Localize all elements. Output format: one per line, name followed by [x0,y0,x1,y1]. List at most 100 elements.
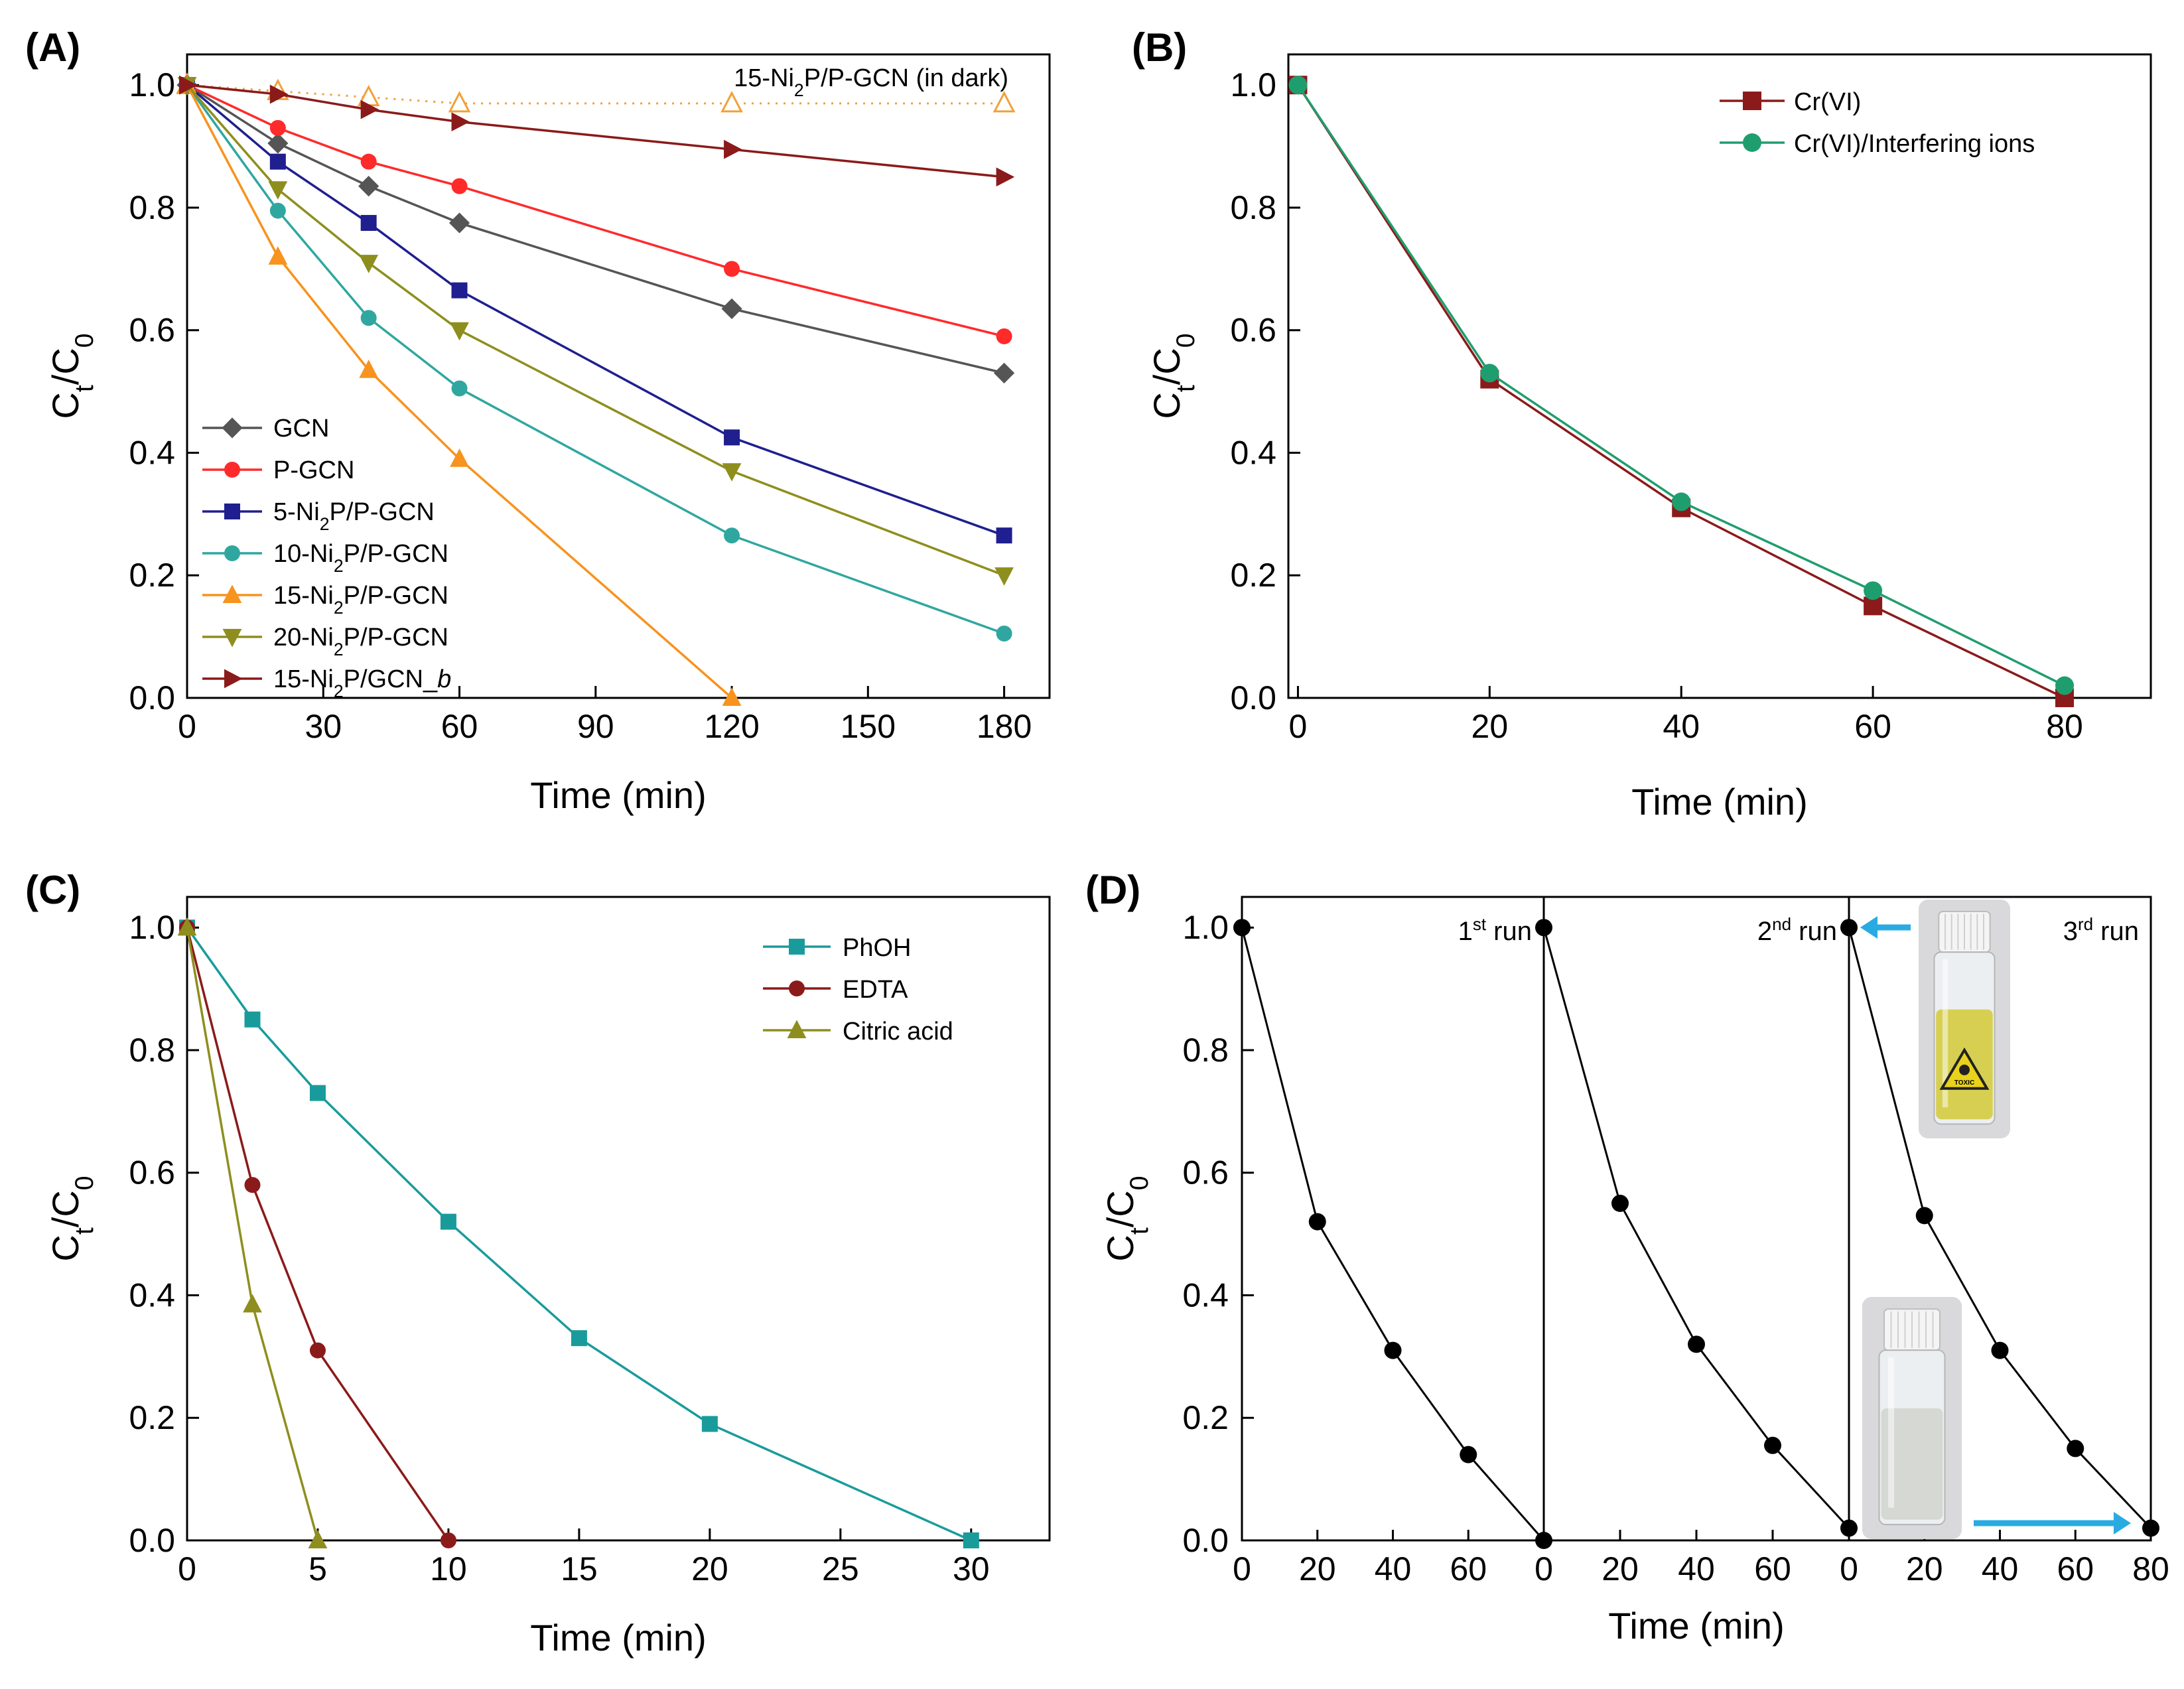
data-point [2055,676,2074,695]
x-tick-label: 20 [1299,1550,1336,1588]
legend: Cr(VI) Cr(VI)/Interfering ions [1720,88,2035,158]
data-point [268,246,288,265]
x-tick-label: 20 [1471,708,1509,745]
data-point [451,178,468,194]
data-point [701,1416,718,1432]
legend-item-10-ni2p-p-gcn: 10-Ni2P/P-GCN [202,540,448,576]
y-tick-label: 0.4 [1230,434,1276,471]
data-point [269,153,286,170]
data-point [1864,581,1883,600]
x-tick-label: 40 [1982,1550,2019,1588]
x-tick-label: 80 [2046,708,2083,745]
glass-highlight [1888,1357,1894,1508]
y-tick-label: 0.2 [1182,1399,1229,1436]
x-tick-label: 30 [953,1550,990,1588]
legend-marker [224,545,240,561]
data-point [1991,1341,2009,1359]
y-tick-label: 0.6 [1230,312,1276,349]
data-point [992,91,1016,113]
data-point [996,626,1012,642]
data-point [360,100,379,119]
data-point [724,527,740,544]
data-point [1308,1213,1326,1231]
series-cr-vi [1288,76,2074,707]
data-point [721,298,742,319]
series-line [1241,927,1545,1541]
x-tick-label: 60 [2057,1550,2094,1588]
data-point [451,112,470,132]
data-point [177,917,197,936]
data-point [450,448,469,467]
y-tick-label: 0.4 [129,434,175,471]
series-line [1542,927,1850,1529]
series-line-10-ni2p-p-gcn [186,84,1005,635]
series-15-ni2p-p-gcn [177,74,742,706]
data-point [1764,1436,1781,1454]
x-axis-label: Time (min) [1631,781,1807,823]
legend-label: Cr(VI)/Interfering ions [1794,130,2035,158]
data-point [2142,1519,2159,1537]
legend-item-gcn: GCN [202,415,329,442]
x-axis-label: Time (min) [530,1617,706,1658]
legend-item-phoh: PhOH [763,934,911,962]
y-tick-label: 0.0 [1182,1522,1229,1559]
x-tick-label: 0 [1289,708,1308,745]
y-tick-label: 0.0 [129,1522,175,1559]
x-tick-label: 0 [178,1550,196,1588]
run-label: 2nd run [1757,914,1837,946]
y-tick-label: 0.6 [129,1154,175,1191]
arrow-to-final-point [1974,1512,2131,1534]
series-phoh [179,919,979,1548]
dark-annotation: 15-Ni2P/P-GCN (in dark) [734,64,1008,100]
data-point [269,202,286,219]
panel-b: 0 20 40 60 80 0.0 0.2 0.4 0.6 0.8 1.0 (B) Time (min)… [1132,25,2152,823]
data-point [996,527,1012,544]
data-point [1840,919,1858,937]
y-tick-label: 0.8 [129,189,175,226]
plot-frame [1287,53,2152,699]
legend-marker [789,939,805,955]
data-point [359,255,379,273]
arrow-head [2114,1512,2131,1534]
legend-label: PhOH [843,934,911,962]
data-point [963,1532,979,1548]
y-axis-label: Ct/C0 [1099,1176,1154,1261]
data-point [722,463,742,482]
x-tick-label: 60 [1450,1550,1487,1588]
series-line-cr-vi-interfering-ions [1296,84,2065,687]
data-point [451,380,468,397]
data-point [359,360,379,378]
data-point [1460,1446,1477,1463]
y-tick-label: 0.6 [129,312,175,349]
x-tick-label: 40 [1663,708,1700,745]
x-tick-label: 5 [308,1550,327,1588]
data-point [1611,1194,1629,1212]
data-point [993,362,1015,383]
series-line-15-ni2p-gcn-b [186,84,1004,178]
legend-marker [1743,92,1761,110]
data-point [450,322,469,341]
x-tick-label: 0 [1840,1550,1858,1588]
data-point [994,567,1014,586]
y-tick-label: 0.8 [1230,189,1276,226]
x-tick-label: 150 [841,708,896,745]
data-point [1288,76,1308,95]
data-point [360,153,377,170]
y-tick-label: 1.0 [1230,66,1276,103]
vial-clear-inset [1862,1297,1962,1539]
series-citric-acid [177,917,328,1548]
data-point [724,429,740,446]
x-tick-label: 90 [577,708,614,745]
x-tick-label: 20 [1602,1550,1639,1588]
data-point [1384,1341,1402,1359]
plot-frame [1241,896,2152,1542]
x-axis-label: Time (min) [1608,1605,1784,1647]
x-axis-label: Time (min) [530,774,706,816]
y-tick-label: 0.2 [129,1399,175,1436]
data-point [448,212,470,234]
vial-liquid [1881,1408,1943,1520]
legend-item-citric-acid: Citric acid [763,1018,953,1046]
series-line-cr-vi [1296,84,2065,699]
data-point [451,282,468,299]
x-tick-label: 20 [1906,1550,1943,1588]
